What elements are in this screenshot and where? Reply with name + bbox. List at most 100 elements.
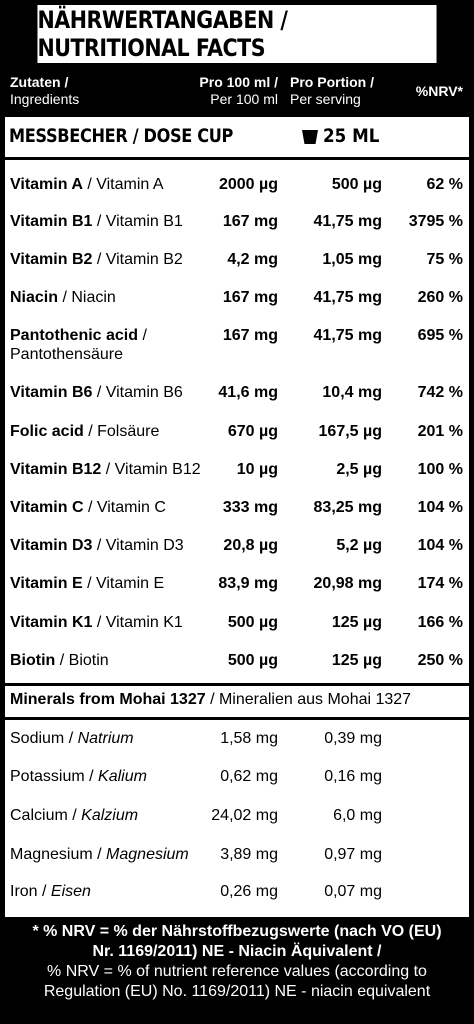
nutrient-name: Folic acid	[10, 423, 84, 440]
nutrient-name: Vitamin B1	[10, 213, 93, 230]
mineral-name: Sodium	[10, 730, 65, 747]
nutrient-name-de: /	[138, 327, 147, 344]
mineral-name-de: Natrium	[77, 730, 134, 747]
nrv-value: 174 %	[417, 575, 463, 592]
per100-value: 167 mg	[222, 213, 278, 230]
footnote-de-line-1: * % NRV = % der Nährstoffbezugswerte (na…	[32, 923, 442, 940]
serving-value: 500 µg	[331, 176, 382, 193]
nrv-value: 75 %	[426, 251, 463, 268]
per100-value: 4,2 mg	[227, 251, 278, 268]
minerals-title-de: / Mineralien aus Mohai 1327	[205, 691, 412, 708]
nutrient-name-de: / Vitamin B1	[92, 213, 183, 230]
serving-value: 167,5 µg	[318, 423, 382, 440]
mineral-name: Magnesium	[10, 846, 93, 863]
footnote-en-line-1: % NRV = % of nutrient reference values (…	[47, 963, 427, 980]
nutrient-name-de: / Vitamin K1	[92, 614, 183, 631]
nrv-value: 104 %	[417, 537, 463, 554]
header-serving-en: Per serving	[290, 91, 361, 107]
nutrient-name: Vitamin A	[10, 176, 83, 193]
nutrient-name: Vitamin C	[10, 499, 84, 516]
per100-value: 0,26 mg	[220, 883, 278, 900]
header-per100: Pro 100 ml / Per 100 ml	[199, 74, 278, 108]
nutrient-name: Vitamin E	[10, 575, 83, 592]
per100-value: 83,9 mg	[218, 575, 278, 592]
nutrient-name: Vitamin K1	[10, 614, 93, 631]
nrv-value: 166 %	[417, 614, 463, 631]
mineral-name: Potassium	[10, 768, 85, 785]
nutrient-name: Vitamin B12	[10, 461, 102, 478]
serving-value: 0,97 mg	[324, 846, 382, 863]
serving-value: 0,16 mg	[324, 768, 382, 785]
serving-value: 20,98 mg	[313, 575, 382, 592]
minerals-title-en: Minerals from Mohai 1327	[10, 691, 206, 708]
nrv-value: 742 %	[417, 384, 463, 401]
nrv-value: 260 %	[417, 289, 463, 306]
per100-value: 3,89 mg	[220, 846, 278, 863]
vitamins-table: Vitamin A / Vitamin A 2000 µg 500 µg 62 …	[5, 160, 469, 683]
per100-value: 167 mg	[222, 289, 278, 306]
header-per100-en: Per 100 ml	[210, 91, 278, 107]
per100-value: 2000 µg	[218, 176, 278, 193]
serving-value: 5,2 µg	[336, 537, 382, 554]
serving-value: 10,4 mg	[322, 384, 382, 401]
nutrient-name-de: / Vitamin A	[82, 176, 164, 193]
nutrient-name: Pantothenic acid	[10, 327, 139, 344]
mineral-name-de: Magnesium	[106, 846, 189, 863]
serving-value: 1,05 mg	[322, 251, 382, 268]
nrv-value: 100 %	[417, 461, 463, 478]
nutrient-name-de: / Vitamin B2	[92, 251, 183, 268]
nutrient-name-de: / Niacin	[58, 289, 116, 306]
serving-value: 83,25 mg	[313, 499, 382, 516]
mineral-name: Calcium	[10, 807, 68, 824]
nrv-value: 62 %	[426, 176, 463, 193]
minerals-title: Minerals from Mohai 1327 / Mineralien au…	[10, 691, 411, 709]
footnote-de-line-2: Nr. 1169/2011) NE - Niacin Äquivalent /	[92, 943, 382, 960]
per100-value: 10 µg	[236, 461, 278, 478]
serving-value: 41,75 mg	[313, 213, 382, 230]
cup-icon	[302, 130, 318, 144]
per100-value: 500 µg	[227, 652, 278, 669]
header-ingredients: Zutaten / Ingredients	[10, 74, 79, 108]
label-title: NÄHRWERTANGABEN / NUTRITIONAL FACTS	[37, 5, 437, 63]
nutrient-name-de: / Vitamin D3	[92, 537, 184, 554]
mineral-name: Iron	[10, 883, 38, 900]
mineral-name-de: Kalium	[98, 768, 147, 785]
dose-cup-bar: MESSBECHER / DOSE CUP 25 ML	[5, 117, 469, 157]
per100-value: 20,8 µg	[223, 537, 278, 554]
per100-value: 670 µg	[227, 423, 278, 440]
nutrient-name-de: / Vitamin B12	[101, 461, 201, 478]
minerals-title-bar: Minerals from Mohai 1327 / Mineralien au…	[5, 686, 469, 717]
serving-value: 41,75 mg	[313, 289, 382, 306]
serving-value: 0,07 mg	[324, 883, 382, 900]
dose-cup-label: MESSBECHER / DOSE CUP	[9, 125, 234, 147]
serving-value: 0,39 mg	[324, 730, 382, 747]
mineral-name-de: Kalzium	[81, 807, 139, 824]
footnote-en-line-2: Regulation (EU) No. 1169/2011) NE - niac…	[43, 983, 431, 1000]
header-ingredients-en: Ingredients	[10, 91, 80, 107]
nutrient-name-de: / Folsäure	[83, 423, 160, 440]
nrv-value: 250 %	[417, 652, 463, 669]
nutrient-name-de-2: Pantothensäure	[10, 346, 123, 363]
per100-value: 333 mg	[222, 499, 278, 516]
serving-value: 125 µg	[331, 652, 382, 669]
per100-value: 1,58 mg	[220, 730, 278, 747]
serving-value: 41,75 mg	[313, 327, 382, 344]
table-header: Zutaten / Ingredients Pro 100 ml / Per 1…	[5, 68, 469, 114]
nutrient-name-de: / Biotin	[55, 652, 109, 669]
header-nrv-label: %NRV*	[415, 83, 463, 99]
nutrient-name-de: / Vitamin E	[82, 575, 165, 592]
header-serving: Pro Portion / Per serving	[290, 74, 374, 108]
nutrient-name-de: / Vitamin C	[83, 499, 166, 516]
dose-cup-amount: 25 ML	[323, 125, 380, 147]
nrv-value: 695 %	[417, 327, 463, 344]
nrv-value: 201 %	[417, 423, 463, 440]
footnote: * % NRV = % der Nährstoffbezugswerte (na…	[5, 922, 469, 1022]
header-serving-de: Pro Portion /	[290, 74, 374, 90]
nutrient-name: Vitamin D3	[10, 537, 93, 554]
serving-value: 2,5 µg	[336, 461, 382, 478]
per100-value: 500 µg	[227, 614, 278, 631]
header-per100-de: Pro 100 ml /	[199, 74, 278, 90]
header-ingredients-de: Zutaten /	[10, 74, 69, 90]
serving-value: 6,0 mg	[333, 807, 382, 824]
